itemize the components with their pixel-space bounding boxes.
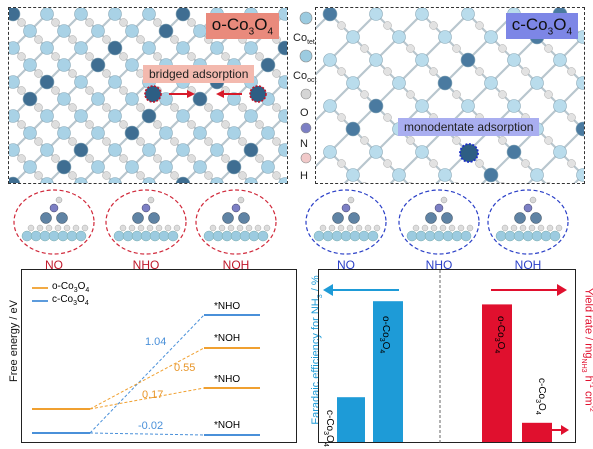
free-energy-ylabel: Free energy / eV <box>8 300 20 382</box>
bridged-adsorption-label: bridged adsorption <box>143 65 255 83</box>
atom-legend: Cotet Cooct O N H <box>291 8 321 183</box>
bar-fe-1 <box>373 301 403 442</box>
thumbnail-0 <box>13 189 95 255</box>
bar-label-yr-c: c-Co3O4 <box>534 378 547 415</box>
thumbnail-4 <box>398 189 480 255</box>
label-noh-top: *NOH <box>214 333 241 344</box>
c-co3o4-title-sub: 3 <box>547 26 554 38</box>
label-nho-top: *NHO <box>214 301 241 312</box>
intermediate-thumbnails <box>13 189 569 255</box>
o-co3o4-surface-panel: o-Co3O4 bridged adsorption <box>8 7 288 184</box>
thumbnail-2 <box>195 189 277 255</box>
legend-c-co3o4: c-Co3O4 <box>52 294 89 307</box>
o-co3o4-title-mid: O <box>254 15 268 34</box>
value-c-noh: -0.02 <box>138 420 164 432</box>
legend-co-tet: Cotet <box>293 32 315 47</box>
label-left-nho: NHO <box>132 258 160 272</box>
free-energy-panel: o-Co3O4 c-Co3O4 *NHO *NOH *NHO *NOH 1.04… <box>21 269 297 443</box>
bar-label-fe-o: o-Co3O4 <box>378 316 391 354</box>
label-noh-bot: *NOH <box>214 420 241 431</box>
label-left-no: NO <box>45 258 63 272</box>
legend-o: O <box>300 107 309 119</box>
bar-yield-0 <box>482 304 512 442</box>
value-o-noh: 0.55 <box>174 362 196 374</box>
label-right-noh: NOH <box>514 258 542 272</box>
bar-yield-1 <box>522 422 552 442</box>
value-o-nho: 0.17 <box>142 389 164 401</box>
bridged-adsorption-arrows <box>144 85 267 103</box>
legend-n: N <box>300 138 308 150</box>
bar-fe-0 <box>337 397 365 442</box>
thumbnail-5 <box>487 189 569 255</box>
legend-swatch-3 <box>300 122 312 134</box>
o-co3o4-title-sub2: 4 <box>267 26 273 38</box>
o-co3o4-title-main: o-Co <box>211 15 249 34</box>
value-c-nho: 1.04 <box>145 336 167 348</box>
label-nho-mid: *NHO <box>214 374 241 385</box>
monodentate-adsorption-label: monodentate adsorption <box>398 118 540 136</box>
bar-chart-panel: c-Co3O4 o-Co3O4 o-Co3O4 c-Co3O4 <box>318 269 576 447</box>
yield-axis-label: Yield rate / mgNH3 h-1 cm-2 <box>580 288 593 412</box>
c-co3o4-title-tag: c-Co3O4 <box>505 13 578 40</box>
legend-swatch-4 <box>300 152 312 164</box>
c-co3o4-title-mid: O <box>553 15 567 34</box>
o-co3o4-title-sub: 3 <box>248 26 255 38</box>
thumbnail-3 <box>305 189 387 255</box>
thumbnail-1 <box>105 189 187 255</box>
label-right-no: NO <box>337 258 355 272</box>
label-right-nho: NHO <box>425 258 453 272</box>
c-co3o4-surface-panel: c-Co3O4 monodentate adsorption <box>315 7 585 184</box>
c-co3o4-title-main: c-Co <box>511 15 548 34</box>
c-co3o4-lattice <box>316 8 584 183</box>
legend-swatch-1 <box>299 49 313 63</box>
lattice-atoms <box>316 8 584 183</box>
legend-swatch-0 <box>299 11 313 25</box>
legend-h: H <box>300 170 308 182</box>
bar-label-fe-c: c-Co3O4 <box>322 410 335 447</box>
legend-swatch-2 <box>300 88 312 100</box>
monodentate-site <box>459 143 479 163</box>
label-left-noh: NOH <box>222 258 250 272</box>
o-co3o4-title-tag: o-Co3O4 <box>205 13 279 40</box>
bar-label-yr-o: o-Co3O4 <box>493 316 506 354</box>
legend-co-oct: Cooct <box>293 70 317 85</box>
c-co3o4-title-sub2: 4 <box>566 26 572 38</box>
legend-o-co3o4: o-Co3O4 <box>52 281 90 294</box>
